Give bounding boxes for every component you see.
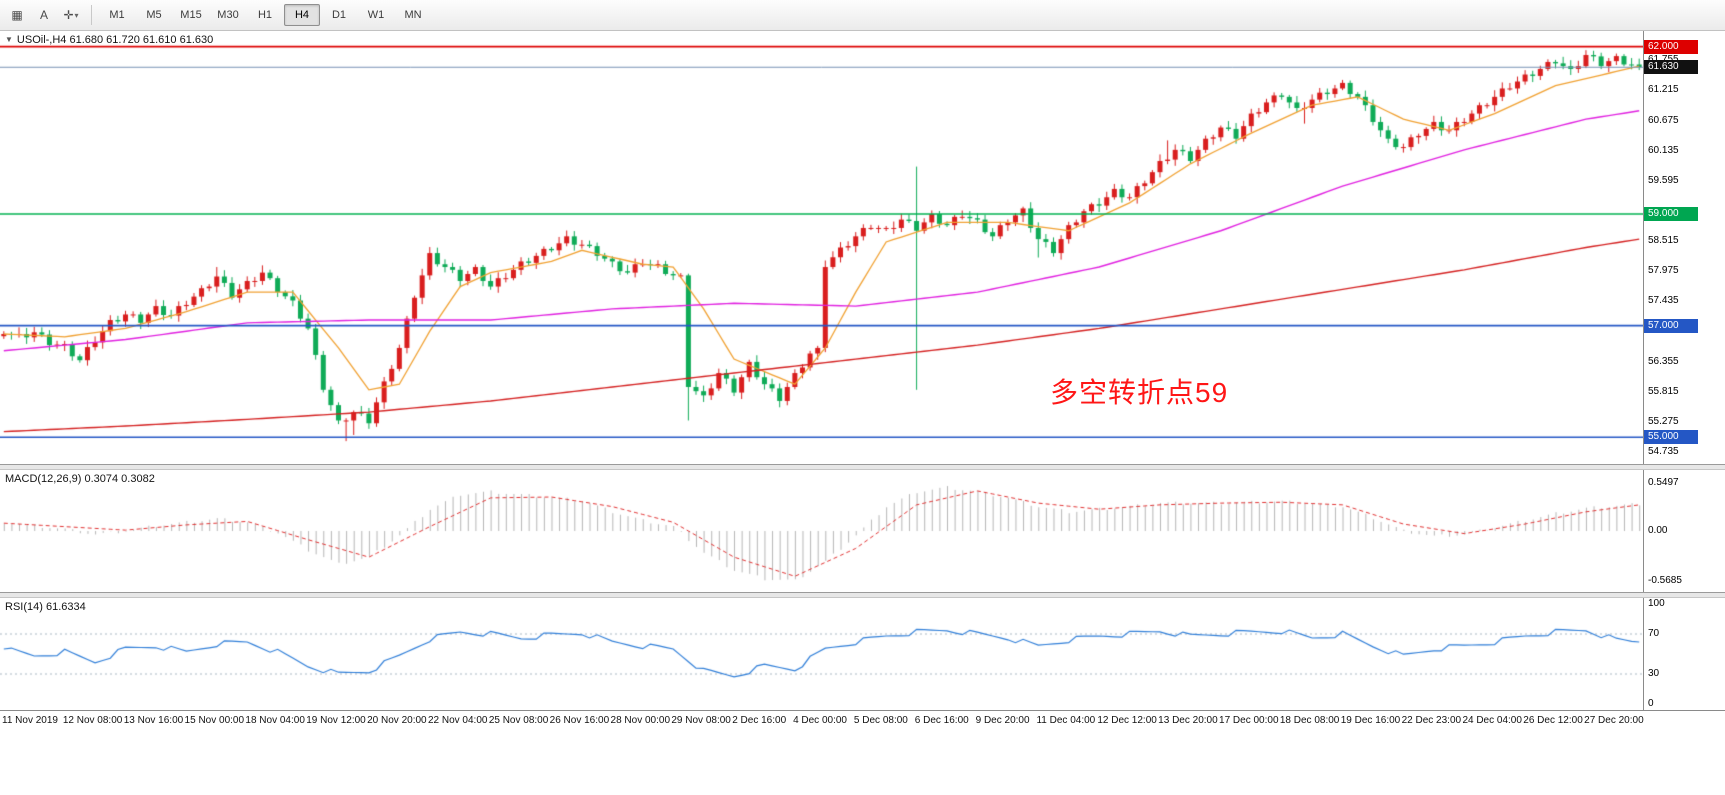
- time-axis-label: 12 Dec 12:00: [1097, 715, 1157, 726]
- chevron-down-icon: ▾: [74, 10, 79, 20]
- time-axis-label: 29 Nov 08:00: [671, 715, 731, 726]
- panel-splitter[interactable]: [0, 464, 1725, 470]
- timeframe-button-M5[interactable]: M5: [146, 9, 162, 21]
- chart-window: ▼ USOil-,H4 61.680 61.720 61.610 61.630 多…: [0, 31, 1725, 795]
- price-axis-tick: 55.815: [1648, 385, 1679, 397]
- rsi-axis-tick: 100: [1648, 598, 1665, 609]
- timeframe-button-M1[interactable]: M1: [109, 9, 125, 21]
- time-axis-label: 9 Dec 20:00: [975, 715, 1030, 726]
- price-axis-tick: 58.515: [1648, 235, 1679, 247]
- price-axis-tick: 60.675: [1648, 114, 1679, 126]
- macd-axis-tick: -0.5685: [1648, 574, 1682, 586]
- price-line-tag: 55.000: [1644, 430, 1698, 445]
- time-axis-label: 19 Nov 12:00: [306, 715, 366, 726]
- main-price-axis[interactable]: 61.755 61.215 60.675 60.135 59.595 58.515 57.9…: [1643, 31, 1725, 464]
- main-chart-canvas[interactable]: [0, 31, 1643, 464]
- price-axis-tick: 59.595: [1648, 174, 1679, 186]
- rsi-axis-tick: 70: [1648, 628, 1660, 639]
- workspace-empty-area: [0, 733, 1725, 795]
- macd-indicator-panel: MACD(12,26,9) 0.3074 0.3082 0.5497 0.00 -0…: [0, 470, 1725, 592]
- crosshair-tool-icon[interactable]: ✛ ▾: [63, 8, 79, 22]
- macd-axis-tick: 0.5497: [1648, 477, 1679, 489]
- timeframe-button-H1[interactable]: H1: [257, 9, 273, 21]
- price-axis-tick: 54.735: [1648, 446, 1679, 457]
- time-axis-label: 2 Dec 16:00: [732, 715, 787, 726]
- price-axis-tick: 61.215: [1648, 84, 1679, 96]
- time-axis-label: 28 Nov 00:00: [610, 715, 671, 726]
- price-axis-tick: 61.755: [1648, 54, 1679, 65]
- rsi-indicator-panel: RSI(14) 61.6334 100 70 30 0: [0, 598, 1725, 710]
- time-axis-label: 22 Nov 04:00: [427, 715, 488, 726]
- rsi-axis-tick: 30: [1648, 668, 1660, 679]
- panel-splitter[interactable]: [0, 592, 1725, 598]
- price-axis-tick: 57.435: [1648, 295, 1679, 307]
- rsi-label: RSI(14) 61.6334: [5, 601, 86, 613]
- time-axis-label: 11 Dec 04:00: [1036, 715, 1096, 726]
- macd-label: MACD(12,26,9) 0.3074 0.3082: [5, 473, 155, 485]
- time-axis-label: 27 Dec 20:00: [1584, 715, 1644, 726]
- time-axis-label: 20 Nov 20:00: [367, 715, 427, 726]
- time-axis-label: 15 Nov 00:00: [184, 715, 245, 726]
- time-axis-label: 18 Nov 04:00: [245, 715, 305, 726]
- grid-icon[interactable]: ▦: [11, 8, 23, 22]
- price-axis-tick: 57.975: [1648, 265, 1679, 277]
- macd-value-axis[interactable]: 0.5497 0.00 -0.5685: [1643, 470, 1725, 592]
- price-axis-tick: 60.135: [1648, 144, 1679, 156]
- price-axis-tick: 56.355: [1648, 355, 1679, 367]
- timeframe-button-D1[interactable]: D1: [331, 9, 347, 21]
- time-axis-label: 6 Dec 16:00: [914, 715, 969, 726]
- rsi-axis-tick: 0: [1648, 698, 1654, 709]
- price-axis-tick: 55.275: [1648, 415, 1679, 427]
- macd-axis-tick: 0.00: [1648, 525, 1668, 536]
- time-axis-label: 22 Dec 23:00: [1401, 715, 1462, 726]
- time-axis-label: 12 Nov 08:00: [62, 715, 123, 726]
- price-line-tag: 59.000: [1644, 207, 1698, 222]
- timeframe-button-W1[interactable]: W1: [367, 9, 385, 21]
- collapse-arrow-icon[interactable]: ▼: [5, 35, 13, 44]
- time-axis-label: 13 Nov 16:00: [123, 715, 184, 726]
- time-axis-label: 24 Dec 04:00: [1462, 715, 1522, 726]
- time-axis-label: 13 Dec 20:00: [1158, 715, 1218, 726]
- time-axis-label: 18 Dec 08:00: [1279, 715, 1340, 726]
- price-line-tag: 57.000: [1644, 318, 1698, 333]
- main-chart-panel: ▼ USOil-,H4 61.680 61.720 61.610 61.630 多…: [0, 31, 1725, 464]
- symbol-ohlc-label: ▼ USOil-,H4 61.680 61.720 61.610 61.630: [5, 34, 213, 46]
- toolbar-separator: [91, 5, 92, 25]
- text-tool-icon[interactable]: A: [39, 8, 48, 22]
- time-axis-label: 4 Dec 00:00: [793, 715, 847, 726]
- time-axis[interactable]: 11 Nov 2019 12 Nov 08:00 13 Nov 16:00 15 No…: [0, 710, 1725, 733]
- price-line-tag: 61.630: [1644, 60, 1698, 75]
- rsi-value-axis[interactable]: 100 70 30 0: [1643, 598, 1725, 710]
- macd-canvas[interactable]: [0, 470, 1643, 592]
- time-axis-label: 26 Dec 12:00: [1523, 715, 1583, 726]
- rsi-canvas[interactable]: [0, 598, 1643, 710]
- price-line-tag: 62.000: [1644, 39, 1698, 54]
- timeframe-button-H4[interactable]: H4: [284, 4, 320, 26]
- time-axis-label: 26 Nov 16:00: [549, 715, 610, 726]
- time-axis-label: 25 Nov 08:00: [488, 715, 549, 726]
- toolbar: ▦ A ✛ ▾ M1 M5 M15 M30 H1 H4 D1 W1 MN: [0, 0, 1725, 31]
- timeframe-button-M15[interactable]: M15: [180, 9, 202, 21]
- time-axis-label: 17 Dec 00:00: [1219, 715, 1279, 726]
- timeframe-button-MN[interactable]: MN: [404, 9, 422, 21]
- time-axis-label: 5 Dec 08:00: [853, 715, 908, 726]
- symbol-ohlc-text: USOil-,H4 61.680 61.720 61.610 61.630: [16, 34, 214, 46]
- time-axis-label: 19 Dec 16:00: [1340, 715, 1401, 726]
- time-axis-label: 11 Nov 2019: [2, 715, 58, 726]
- timeframe-button-M30[interactable]: M30: [217, 9, 239, 21]
- chart-annotation-text: 多空转折点59: [1050, 377, 1229, 408]
